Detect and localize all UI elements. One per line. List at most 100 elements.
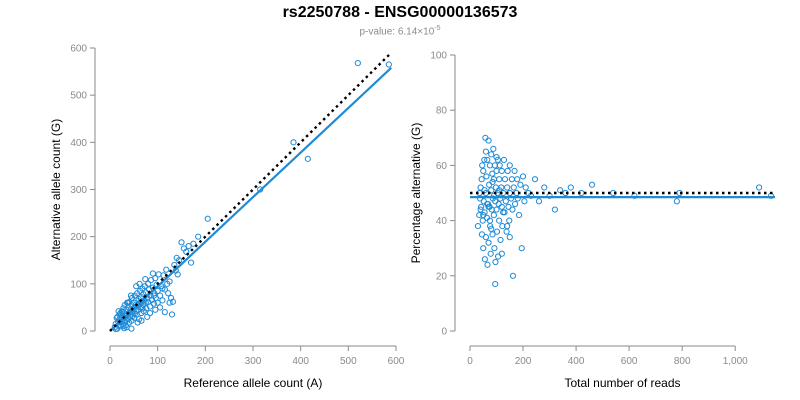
- chart-title: rs2250788 - ENSG00000136573: [282, 4, 518, 21]
- data-point: [506, 217, 513, 224]
- data-point: [504, 223, 511, 230]
- data-point: [119, 309, 126, 316]
- data-point: [485, 203, 492, 210]
- x-axis: 0 100 200 300 400 500 600: [107, 345, 405, 367]
- data-point: [509, 272, 517, 279]
- y-tick-label: 60: [436, 161, 448, 172]
- y-tick-label: 400: [70, 138, 87, 149]
- data-point: [474, 223, 482, 230]
- data-point: [509, 206, 516, 213]
- data-point: [195, 233, 202, 240]
- y-tick-label: 100: [430, 51, 447, 62]
- data-point: [304, 155, 311, 162]
- data-point: [142, 276, 149, 283]
- data-point: [121, 325, 128, 332]
- p-value-text: p-value: 6.14×10: [359, 26, 435, 38]
- x-tick-label: 300: [245, 356, 262, 367]
- data-point: [588, 181, 596, 188]
- data-point: [169, 298, 177, 305]
- y-axis-label: Percentage alternative (G): [409, 123, 423, 264]
- data-point: [485, 181, 493, 188]
- data-point: [152, 306, 159, 313]
- y-axis: 0 100 200 300 400 500 600: [70, 44, 96, 338]
- data-point: [476, 211, 483, 219]
- data-point: [673, 198, 680, 205]
- data-point: [490, 192, 497, 199]
- data-point: [504, 167, 511, 175]
- data-point: [504, 184, 511, 191]
- data-point: [485, 239, 492, 246]
- data-point: [290, 139, 297, 146]
- data-point: [481, 256, 488, 263]
- data-point: [493, 167, 500, 175]
- data-point: [488, 187, 495, 194]
- data-point: [385, 61, 392, 68]
- data-point: [156, 292, 164, 299]
- data-point: [115, 308, 122, 315]
- data-point: [514, 195, 521, 202]
- data-point: [168, 311, 176, 318]
- chart-subtitle: p-value: 6.14×10-5: [0, 25, 800, 37]
- data-point: [531, 176, 539, 183]
- data-point: [484, 156, 491, 163]
- data-point: [485, 137, 492, 144]
- data-point: [496, 162, 503, 169]
- x-axis-label: Total number of reads: [564, 376, 680, 390]
- data-point: [178, 239, 185, 246]
- data-point: [498, 167, 505, 175]
- y-tick-label: 20: [436, 271, 448, 282]
- data-point: [493, 228, 501, 235]
- data-point: [497, 195, 504, 202]
- x-tick-label: 400: [568, 356, 585, 367]
- data-point: [486, 162, 493, 169]
- data-point: [482, 148, 490, 155]
- x-axis-label: Reference allele count (A): [184, 376, 323, 390]
- y-tick-label: 0: [441, 327, 447, 338]
- data-point: [354, 59, 361, 67]
- y-tick-label: 300: [70, 185, 87, 196]
- data-point: [127, 292, 135, 299]
- y-tick-label: 0: [81, 327, 87, 338]
- data-point: [149, 270, 156, 277]
- data-point: [204, 215, 211, 222]
- data-point: [511, 200, 519, 208]
- y-tick-label: 500: [70, 91, 87, 102]
- data-point: [161, 309, 168, 316]
- data-point: [152, 275, 159, 282]
- data-point: [518, 245, 525, 252]
- scatter-points: [474, 134, 775, 288]
- data-point: [480, 211, 487, 219]
- data-point: [138, 317, 145, 324]
- data-point: [501, 176, 509, 183]
- data-point: [508, 195, 515, 202]
- data-point: [150, 292, 157, 299]
- data-point: [521, 198, 528, 205]
- y-axis-label: Alternative allele count (G): [49, 119, 63, 260]
- data-point: [139, 305, 146, 312]
- data-point: [125, 299, 132, 306]
- y-tick-label: 80: [436, 106, 448, 117]
- data-point: [156, 304, 164, 311]
- data-point: [489, 231, 496, 238]
- data-point: [511, 167, 518, 175]
- y-tick-label: 100: [70, 279, 87, 290]
- data-point: [131, 310, 138, 318]
- data-point: [128, 325, 135, 332]
- data-point: [481, 187, 488, 194]
- data-point: [493, 206, 500, 213]
- data-point: [163, 266, 170, 273]
- data-point: [496, 187, 503, 194]
- fit-line: [109, 67, 392, 332]
- data-point: [159, 285, 166, 292]
- x-tick-label: 1,000: [723, 356, 748, 367]
- data-point: [541, 184, 548, 191]
- x-tick-label: 800: [674, 356, 691, 367]
- data-point: [136, 280, 143, 287]
- data-point: [488, 225, 495, 232]
- y-axis: 0 20 40 60 80 100: [430, 51, 456, 338]
- data-point: [190, 240, 197, 247]
- data-point: [154, 299, 161, 306]
- data-point: [551, 206, 558, 213]
- data-point: [489, 170, 496, 177]
